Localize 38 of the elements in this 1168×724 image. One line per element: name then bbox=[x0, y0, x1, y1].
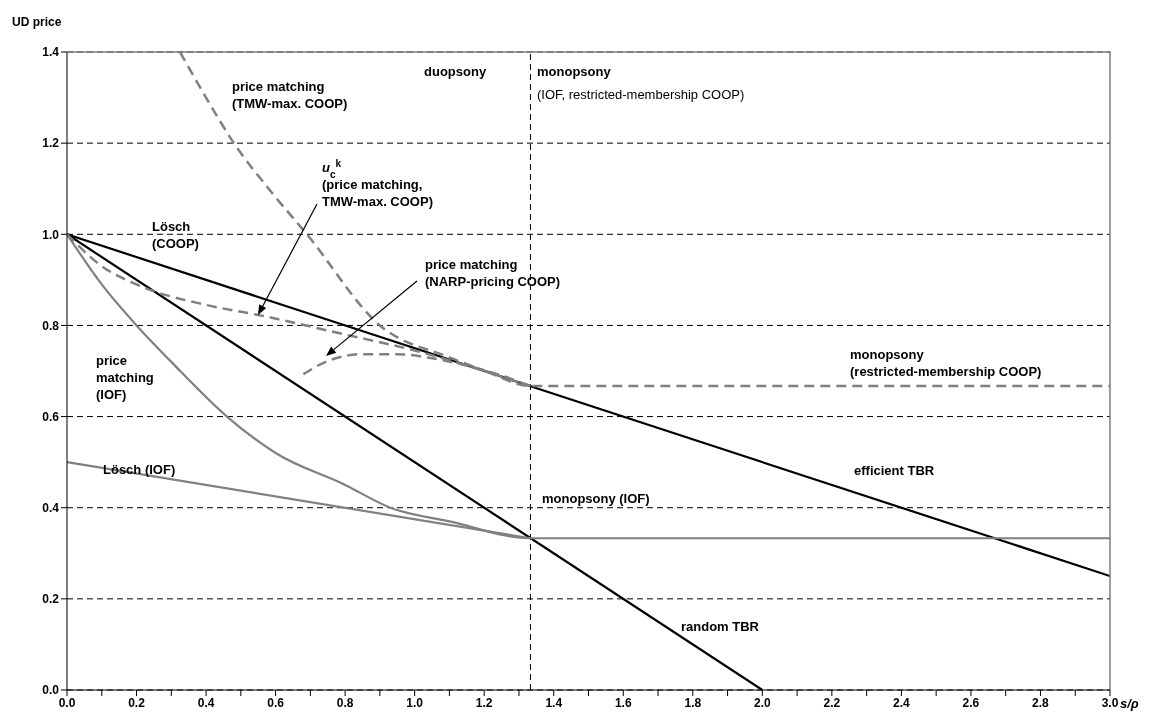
annotation: Lösch (IOF) bbox=[103, 462, 176, 477]
annotation: price matching (TMW-max. COOP) bbox=[232, 79, 348, 111]
y-tick-label: 0.4 bbox=[42, 500, 60, 515]
x-axis-title: s/ρ bbox=[1120, 696, 1139, 711]
x-tick-label: 1.0 bbox=[406, 695, 424, 710]
x-tick-label: 0.4 bbox=[197, 695, 215, 710]
annotation: random TBR bbox=[681, 619, 760, 634]
annotation: monopsony (restricted-membership COOP) bbox=[850, 347, 1042, 379]
annotation: (IOF, restricted-membership COOP) bbox=[537, 87, 745, 102]
annotation: monopsony (IOF) bbox=[542, 491, 650, 506]
y-tick-label: 1.0 bbox=[42, 227, 60, 242]
y-tick-label: 0.2 bbox=[42, 592, 60, 607]
x-tick-label: 2.4 bbox=[893, 695, 911, 710]
annotation: Lösch (COOP) bbox=[152, 219, 199, 251]
x-tick-label: 2.8 bbox=[1032, 695, 1050, 710]
y-axis-title: UD price bbox=[12, 15, 62, 29]
annotation: efficient TBR bbox=[854, 463, 935, 478]
x-tick-label: 1.8 bbox=[684, 695, 702, 710]
x-tick-label: 0.6 bbox=[267, 695, 285, 710]
x-tick-label: 2.0 bbox=[753, 695, 771, 710]
y-tick-label: 1.4 bbox=[42, 45, 60, 60]
x-tick-label: 1.4 bbox=[545, 695, 563, 710]
x-tick-label: 3.0 bbox=[1101, 695, 1119, 710]
x-tick-label: 2.6 bbox=[962, 695, 980, 710]
x-tick-label: 0.8 bbox=[336, 695, 354, 710]
x-tick-label: 0.2 bbox=[128, 695, 146, 710]
y-tick-label: 1.2 bbox=[42, 136, 60, 151]
x-tick-label: 1.6 bbox=[614, 695, 632, 710]
x-tick-label: 0.0 bbox=[58, 695, 76, 710]
x-tick-label: 1.2 bbox=[475, 695, 493, 710]
y-tick-label: 0.8 bbox=[42, 318, 60, 333]
annotation: monopsony bbox=[537, 64, 612, 79]
y-tick-label: 0.0 bbox=[42, 683, 60, 698]
annotation: price matching (IOF) bbox=[96, 353, 154, 402]
annotation: duopsony bbox=[424, 64, 487, 79]
annotation: price matching (NARP-pricing COOP) bbox=[425, 257, 561, 289]
x-tick-label: 2.2 bbox=[823, 695, 841, 710]
y-tick-label: 0.6 bbox=[42, 409, 60, 424]
